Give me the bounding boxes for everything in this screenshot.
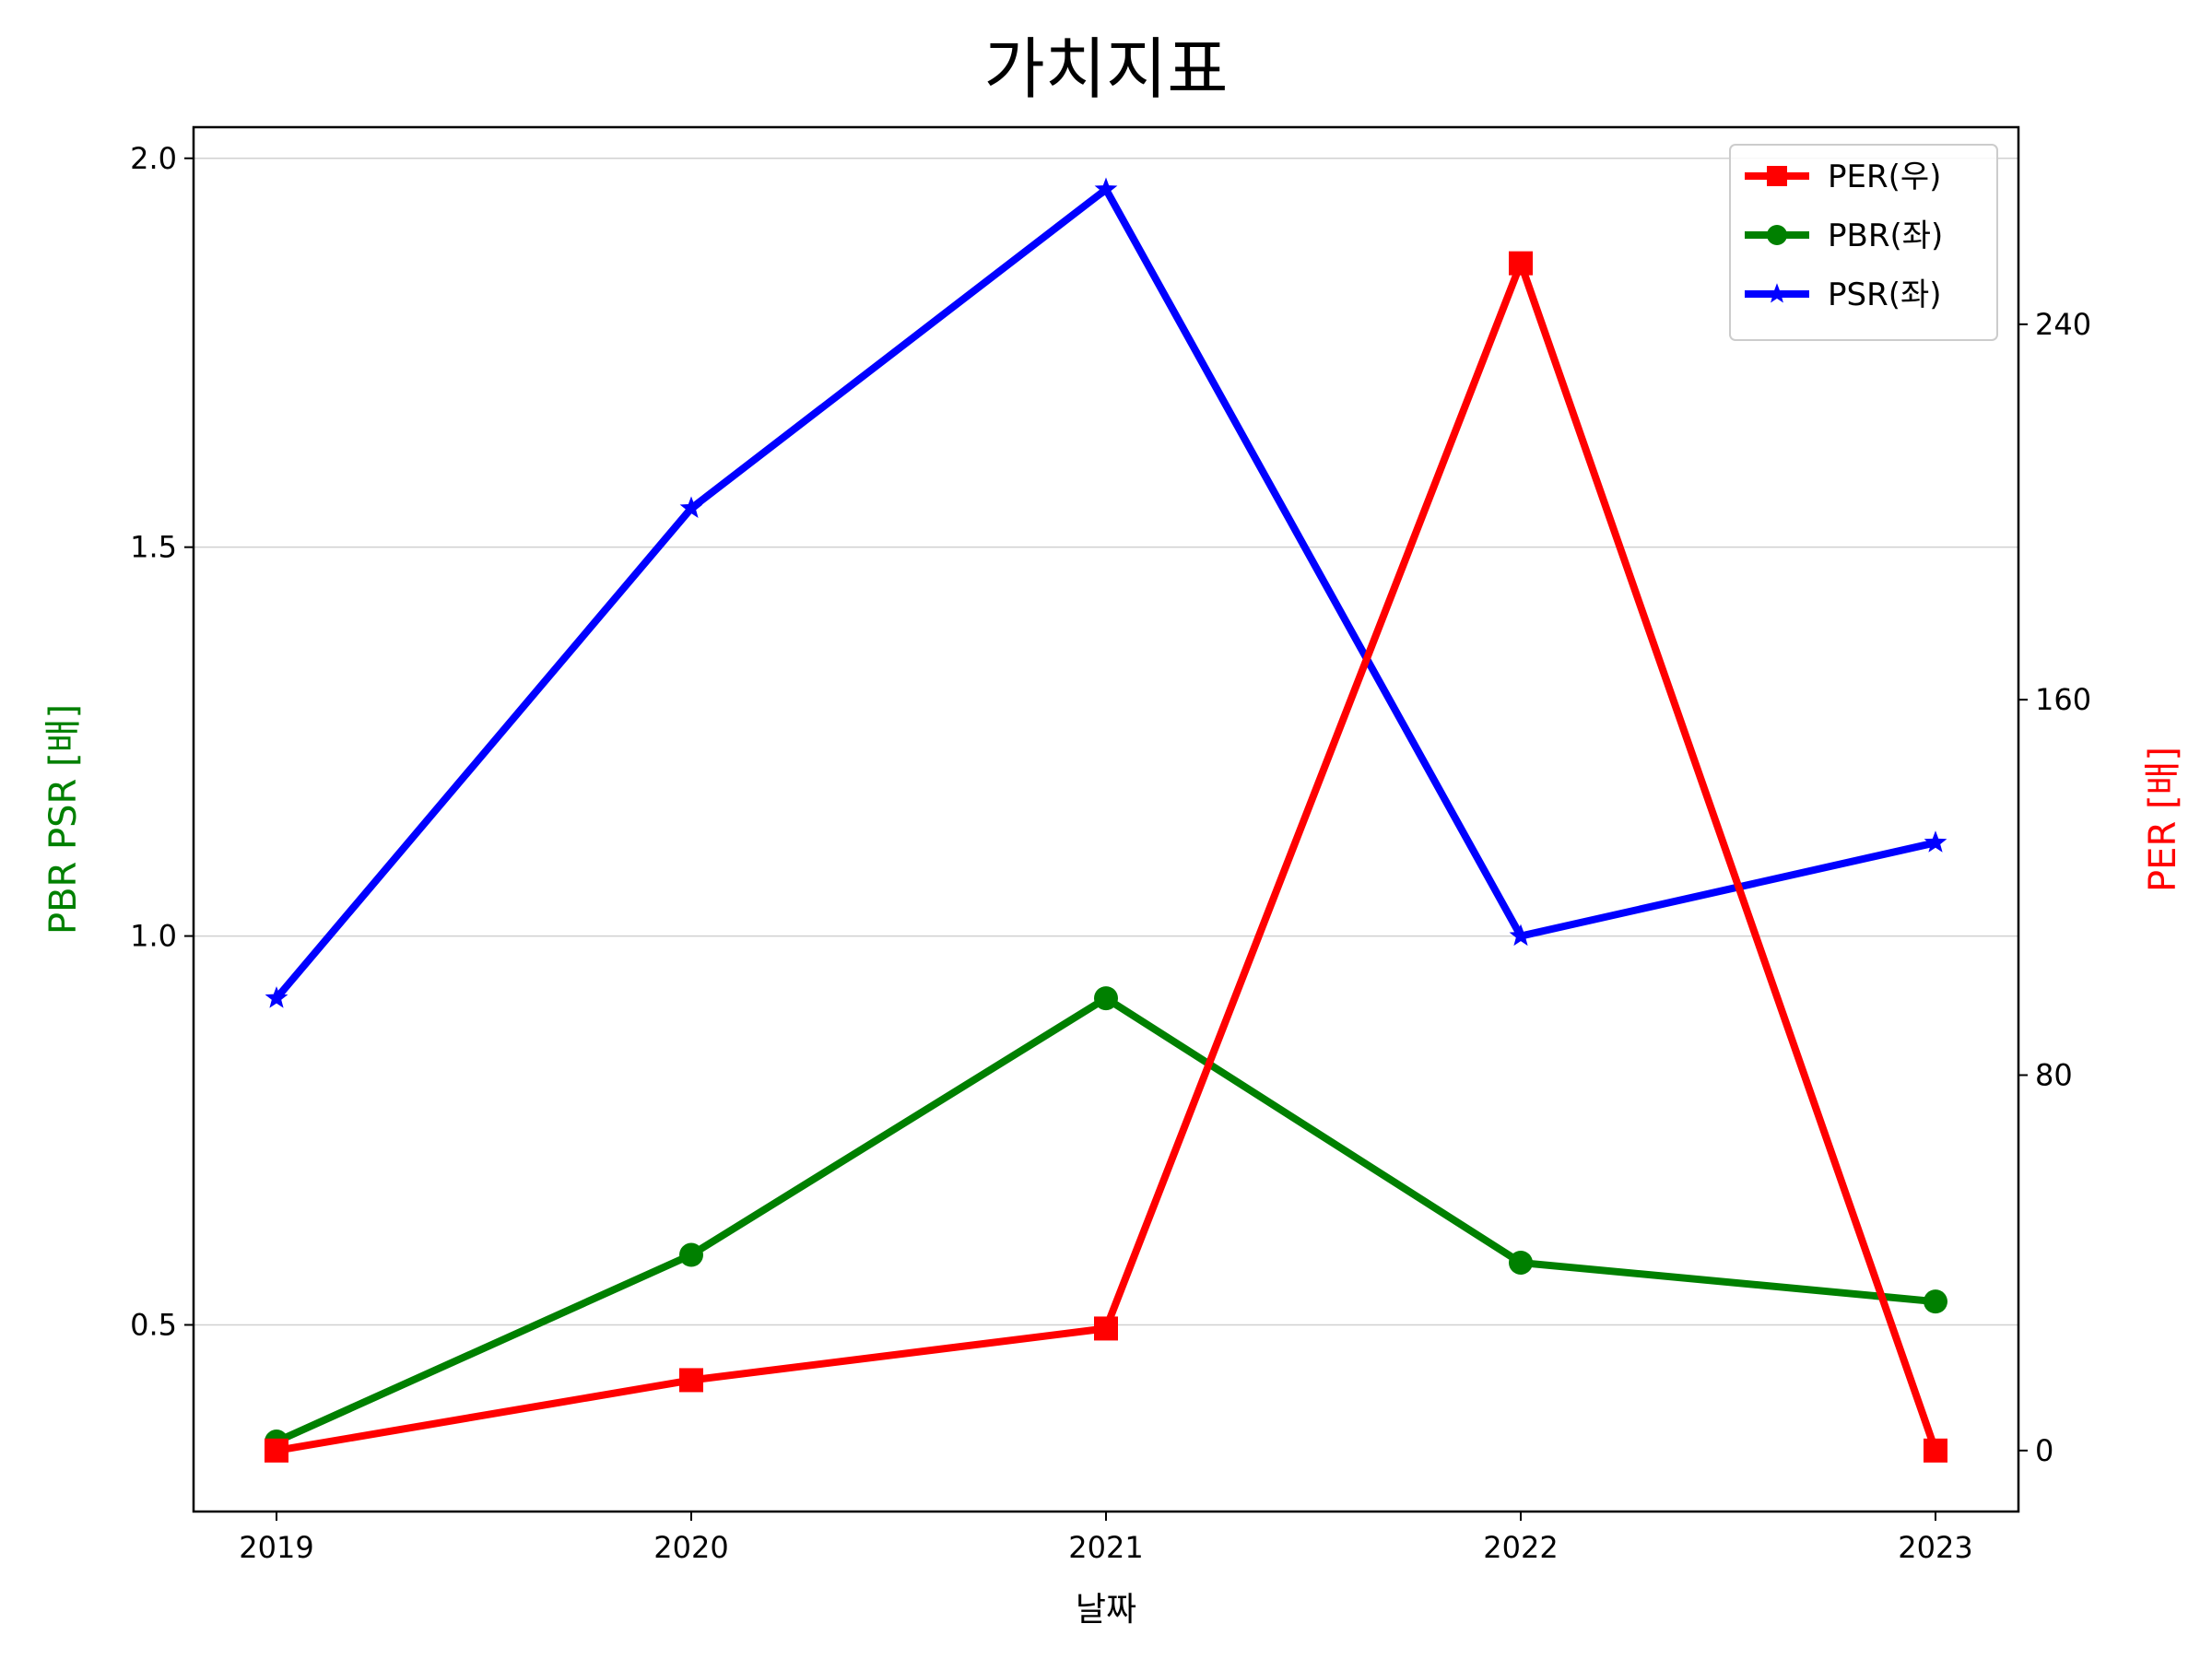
data-point (1094, 986, 1118, 1011)
data-point (265, 986, 288, 1008)
right-tick-label: 240 (2035, 307, 2091, 342)
grid-layer (194, 158, 2018, 1326)
legend-entry: PSR(좌) (1745, 276, 1942, 313)
x-tick-label: 2023 (1898, 1530, 1972, 1565)
data-point (1924, 1289, 1947, 1314)
x-tick-label: 2019 (239, 1530, 313, 1565)
left-tick-label: 1.0 (130, 919, 177, 954)
left-tick-label: 2.0 (130, 141, 177, 176)
data-point (265, 1438, 288, 1463)
x-axis-label: 날짜 (1076, 1591, 1136, 1629)
right-tick-label: 80 (2035, 1057, 2073, 1092)
x-tick-label: 2022 (1483, 1530, 1558, 1565)
data-point (1094, 1316, 1118, 1341)
x-tick-label: 2021 (1068, 1530, 1143, 1565)
legend-label: PSR(좌) (1828, 276, 1942, 313)
data-point (679, 496, 703, 518)
chart-title: 가치지표 (984, 30, 1229, 108)
legend-swatch-marker (1767, 225, 1787, 245)
left-axis-ticks: 0.5 1.0 1.5 2.0 (130, 141, 194, 1342)
legend-swatch-marker (1766, 283, 1788, 303)
right-axis-label: PER [배] (2142, 747, 2184, 892)
x-tick-label: 2020 (653, 1530, 728, 1565)
series-star (265, 177, 1947, 1008)
legend-entry: PER(우) (1745, 159, 1941, 195)
legend-label: PER(우) (1828, 159, 1941, 195)
legend: PER(우) PBR(좌) PSR(좌) (1729, 144, 1998, 341)
series-layer (265, 177, 1947, 1463)
series-circle (265, 986, 1947, 1454)
data-point (1094, 177, 1118, 199)
data-point (1509, 924, 1533, 947)
series-square (265, 251, 1947, 1463)
legend-swatch-marker (1767, 166, 1787, 186)
left-tick-label: 0.5 (130, 1307, 177, 1342)
left-tick-label: 1.5 (130, 530, 177, 565)
data-point (1924, 830, 1947, 853)
data-point (1509, 251, 1533, 276)
legend-label: PBR(좌) (1828, 218, 1943, 254)
right-axis-ticks: 0 80 160 240 (2018, 307, 2091, 1468)
data-point (1509, 1250, 1533, 1275)
right-tick-label: 0 (2035, 1433, 2053, 1468)
legend-entry: PBR(좌) (1745, 218, 1943, 254)
data-point (679, 1368, 703, 1393)
data-point (1924, 1438, 1947, 1463)
left-axis-label: PBR PSR [배] (42, 704, 85, 935)
data-point (679, 1242, 703, 1267)
x-axis-ticks: 2019 2020 2021 2022 2023 (239, 1512, 1973, 1565)
right-tick-label: 160 (2035, 682, 2091, 717)
